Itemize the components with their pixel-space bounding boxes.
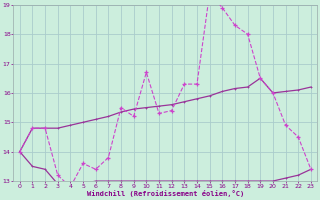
X-axis label: Windchill (Refroidissement éolien,°C): Windchill (Refroidissement éolien,°C): [87, 190, 244, 197]
